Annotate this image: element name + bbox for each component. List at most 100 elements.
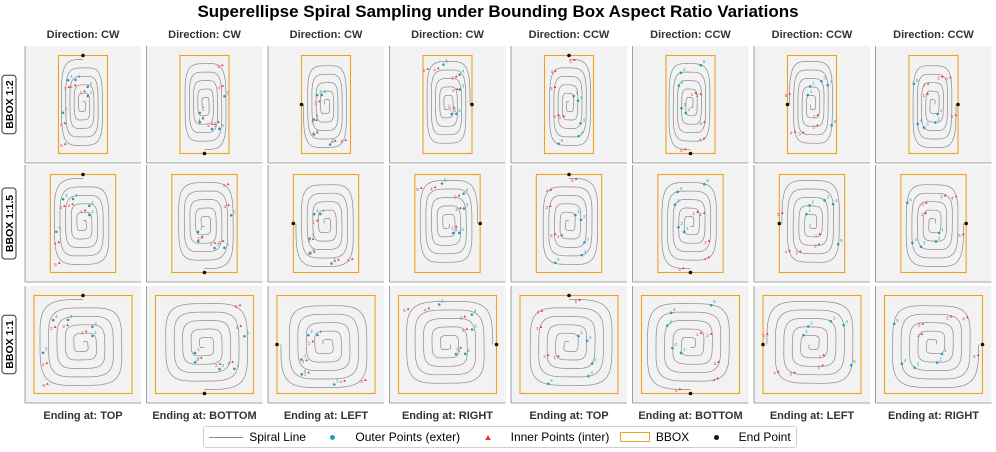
outer-point — [308, 252, 312, 255]
inner-point-label: 4 — [945, 76, 948, 81]
panel-background — [632, 165, 749, 282]
inner-point — [433, 185, 437, 189]
outer-point — [679, 71, 683, 75]
inner-point-label: 4 — [218, 85, 221, 90]
outer-point-label: 3 — [221, 363, 224, 368]
outer-point — [574, 213, 577, 217]
inner-point — [83, 89, 86, 93]
inner-point — [682, 266, 685, 270]
inner-point — [58, 261, 61, 264]
inner-point — [788, 249, 791, 252]
inner-point-label: 1 — [81, 330, 84, 335]
inner-point — [801, 130, 805, 134]
outer-point-label: 5 — [834, 119, 837, 124]
inner-point-label: 3 — [309, 250, 312, 255]
outer-point-label: 1 — [808, 208, 811, 213]
outer-point — [437, 303, 441, 306]
outer-point-label: 4 — [304, 368, 307, 373]
inner-point — [540, 309, 544, 312]
outer-point — [849, 363, 853, 367]
inner-point-label: 2 — [696, 93, 699, 98]
outer-point-label: 3 — [312, 232, 315, 237]
inner-point — [63, 142, 67, 145]
outer-point — [451, 231, 455, 235]
outer-point — [458, 73, 461, 76]
column-footer: Ending at: RIGHT — [888, 410, 979, 422]
outer-point — [911, 241, 914, 245]
inner-point — [201, 235, 204, 238]
outer-point-label: 2 — [310, 329, 313, 334]
outer-point — [579, 122, 582, 125]
outer-point — [41, 351, 45, 355]
row-label-box — [1, 187, 17, 260]
column-footer: Ending at: RIGHT — [402, 410, 493, 422]
outer-point-label: 1 — [322, 208, 325, 213]
spiral-line — [184, 63, 227, 150]
outer-point-label: 4 — [914, 237, 917, 242]
inner-point — [560, 233, 564, 237]
inner-point — [406, 307, 410, 310]
inner-point — [926, 82, 930, 85]
inner-point — [84, 329, 88, 333]
outer-point-label: 1 — [458, 348, 461, 353]
outer-point — [806, 325, 810, 328]
inner-point — [554, 69, 557, 72]
inner-point-label: 3 — [304, 371, 307, 376]
outer-point-label: 2 — [458, 108, 461, 113]
inner-point-label: 3 — [940, 195, 943, 200]
outer-point — [88, 213, 91, 217]
outer-point — [676, 190, 679, 194]
spiral-line — [661, 182, 717, 269]
outer-point — [680, 106, 683, 110]
outer-point — [546, 382, 550, 386]
spiral-line — [542, 178, 599, 265]
outer-point — [51, 318, 55, 322]
inner-point — [427, 306, 431, 310]
inner-point — [573, 58, 576, 61]
inner-point — [954, 113, 958, 117]
inner-point-label: 1 — [819, 354, 822, 359]
inner-point-label: 1 — [693, 211, 696, 216]
outer-point — [198, 111, 202, 115]
inner-point-label: 1 — [813, 114, 816, 119]
outer-point-label: 3 — [474, 324, 477, 329]
inner-point-label: 5 — [973, 354, 976, 359]
outer-point — [91, 325, 94, 329]
inner-point — [210, 122, 214, 125]
column-header: Direction: CW — [411, 29, 484, 41]
outer-point-label: 2 — [683, 102, 686, 107]
panel-background — [754, 165, 870, 282]
inner-point-label: 5 — [777, 212, 780, 217]
inner-point — [578, 298, 581, 301]
inner-point-label: 3 — [795, 250, 798, 255]
inner-point-label: 2 — [706, 333, 709, 338]
inner-point — [553, 85, 557, 89]
outer-point-label: 3 — [923, 241, 926, 246]
outer-point-label: 4 — [70, 74, 73, 79]
inner-point — [311, 339, 315, 343]
outer-point — [332, 383, 336, 386]
outer-point-label: 3 — [303, 353, 306, 358]
inner-point-label: 1 — [696, 332, 699, 337]
inner-point — [716, 376, 719, 380]
outer-point-label: 1 — [200, 226, 203, 231]
inner-point — [707, 239, 711, 242]
inner-point-label: 5 — [235, 304, 238, 309]
outer-point-label: 4 — [683, 67, 686, 72]
inner-point — [940, 75, 944, 78]
panel-background — [754, 46, 870, 163]
inner-point-label: 3 — [937, 76, 940, 81]
inner-point-label: 3 — [218, 240, 221, 245]
outer-point-label: 2 — [938, 236, 941, 241]
outer-point — [830, 123, 833, 127]
outer-point — [306, 333, 310, 337]
panel-background — [146, 46, 263, 163]
outer-point — [319, 212, 322, 216]
outer-point — [937, 231, 941, 235]
inner-point-label: 4 — [773, 371, 776, 376]
